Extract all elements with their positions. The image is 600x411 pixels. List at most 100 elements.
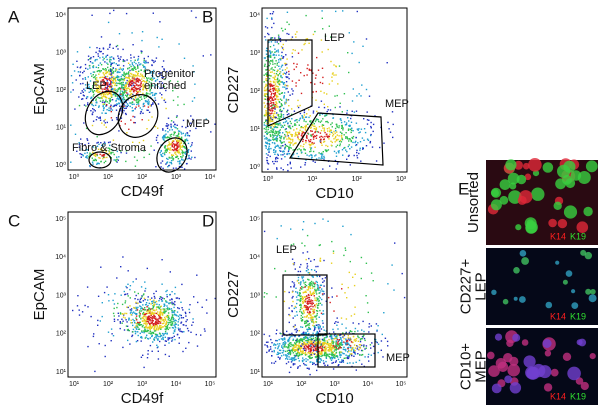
dot: [358, 132, 360, 134]
y-axis-label: CD227: [225, 67, 242, 114]
dot: [307, 271, 309, 274]
dot: [270, 110, 272, 112]
dot: [328, 135, 330, 138]
dot: [165, 89, 167, 92]
dot: [146, 89, 148, 92]
dot: [305, 270, 308, 272]
dot: [152, 69, 155, 72]
dot: [117, 64, 119, 66]
dot: [295, 343, 297, 345]
dot: [130, 314, 132, 316]
dot: [342, 335, 345, 337]
dot: [160, 298, 163, 301]
dot: [352, 346, 354, 349]
dot: [274, 142, 276, 145]
dot: [171, 145, 173, 147]
dot: [152, 323, 155, 325]
dot: [130, 319, 132, 321]
dot: [344, 342, 346, 344]
dot: [170, 320, 172, 322]
dot: [338, 346, 340, 349]
dot: [334, 356, 336, 358]
dot: [149, 328, 151, 331]
dot: [105, 56, 107, 58]
dot: [316, 134, 318, 137]
dot: [153, 316, 155, 318]
dot: [166, 332, 168, 334]
dot: [88, 154, 91, 156]
dot: [279, 40, 282, 43]
dot: [364, 339, 366, 342]
dot: [279, 106, 281, 108]
dot: [329, 130, 331, 133]
dot: [311, 124, 314, 126]
dot: [281, 64, 284, 66]
dot: [103, 161, 105, 164]
x-axis-label: CD49f: [121, 183, 164, 200]
dot: [102, 68, 104, 70]
dot: [168, 317, 170, 320]
dot: [275, 88, 277, 90]
dot: [137, 326, 139, 329]
dot: [288, 352, 290, 354]
dot: [180, 142, 182, 144]
dot: [114, 84, 116, 87]
y-tick-label: 10⁰: [249, 163, 260, 171]
dot: [92, 146, 94, 148]
dot: [131, 334, 134, 336]
dot: [304, 300, 306, 302]
dot: [107, 331, 110, 333]
dot: [318, 295, 320, 298]
dot: [265, 89, 267, 92]
dot: [89, 165, 91, 167]
dot: [358, 323, 360, 325]
dot: [318, 152, 320, 154]
dot: [308, 282, 311, 284]
dot: [98, 85, 100, 88]
dot: [170, 162, 172, 164]
dot: [153, 299, 155, 301]
dot: [307, 64, 309, 66]
dot: [297, 52, 300, 54]
dot: [123, 105, 125, 107]
dot: [191, 324, 193, 326]
dot: [151, 116, 153, 118]
dot: [130, 308, 133, 310]
dot: [284, 346, 286, 348]
dot: [110, 80, 112, 82]
dot: [312, 133, 314, 135]
dot: [171, 324, 173, 326]
dot: [302, 127, 304, 129]
dot: [285, 358, 287, 360]
dot: [352, 88, 354, 90]
dot: [307, 123, 309, 125]
dot: [309, 290, 311, 293]
dot: [138, 322, 140, 324]
dot: [312, 283, 315, 285]
dot: [271, 104, 273, 107]
dot: [295, 331, 298, 333]
dot: [114, 293, 116, 295]
dot: [301, 49, 303, 51]
dot: [319, 132, 322, 134]
dot: [302, 352, 304, 354]
dot: [284, 69, 287, 71]
dot: [145, 336, 147, 338]
dot: [332, 368, 335, 370]
dot: [118, 98, 120, 101]
dot: [135, 309, 137, 312]
dot: [113, 318, 116, 320]
dot: [305, 333, 307, 335]
dot: [289, 94, 291, 96]
dot: [152, 12, 154, 14]
dot: [179, 142, 181, 144]
dot: [137, 99, 140, 101]
dot: [87, 102, 89, 104]
dot: [106, 101, 108, 103]
dot: [126, 95, 128, 97]
dot: [304, 364, 306, 366]
dot: [348, 120, 350, 122]
dot: [161, 87, 164, 89]
dot: [175, 135, 177, 137]
dot: [273, 349, 275, 352]
